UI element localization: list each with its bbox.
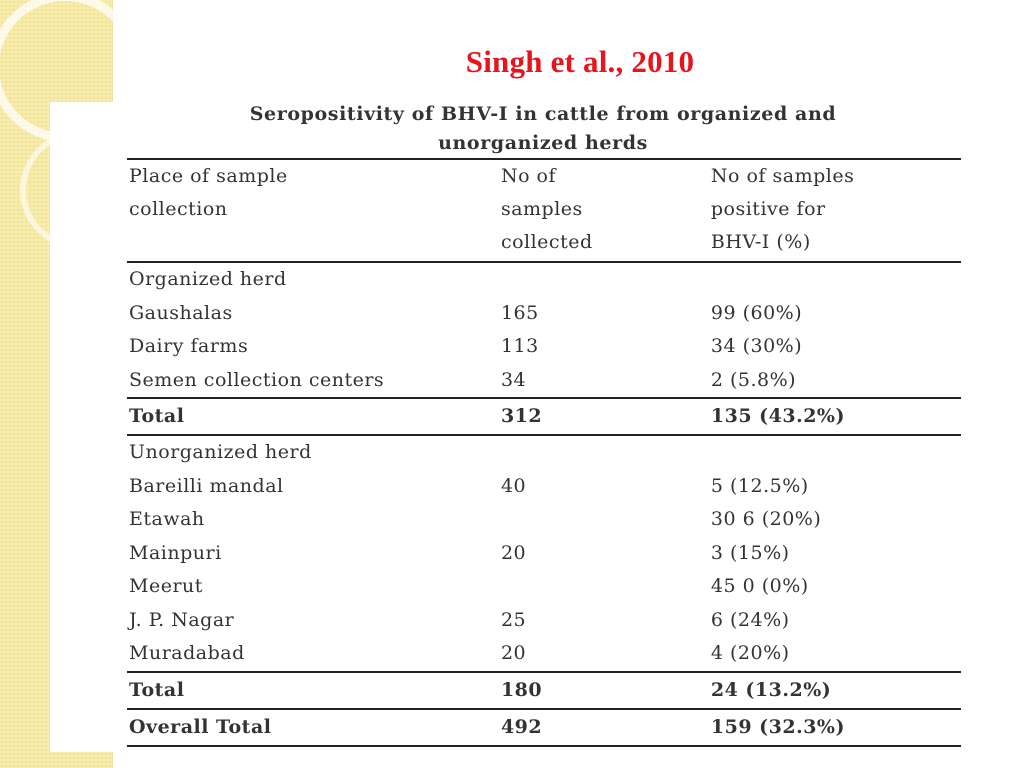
table-row: Etawah 30 6 (20%) xyxy=(127,503,961,537)
table-row: Dairy farms 113 34 (30%) xyxy=(127,330,961,364)
cell-positive: 135 (43.2%) xyxy=(710,405,845,427)
table-row: Mainpuri 20 3 (15%) xyxy=(127,537,961,571)
overall-total-row: Overall Total 492 159 (32.3%) xyxy=(127,709,961,746)
section-label-row: Organized herd xyxy=(127,262,961,297)
cell-collected: 492 xyxy=(500,715,543,738)
cell-positive: 45 0 (0%) xyxy=(710,575,809,597)
section-label-unorganized: Unorganized herd xyxy=(129,441,312,463)
cell-positive: 159 (32.3%) xyxy=(710,715,845,738)
header-samples-collected: No of samples collected xyxy=(500,165,593,253)
table-row: Muradabad 20 4 (20%) xyxy=(127,637,961,672)
total-row-organized: Total 312 135 (43.2%) xyxy=(127,398,961,435)
caption-line: Seropositivity of BHV-I in cattle from o… xyxy=(249,103,837,125)
cell-collected: 20 xyxy=(500,642,527,664)
cell-positive: 24 (13.2%) xyxy=(710,678,832,701)
cell-collected: 312 xyxy=(500,405,543,427)
cell-place: Bareilli mandal xyxy=(129,474,284,497)
cell-positive: 34 (30%) xyxy=(710,335,803,357)
table-row: J. P. Nagar 25 6 (24%) xyxy=(127,604,961,638)
cell-positive: 30 6 (20%) xyxy=(710,508,822,530)
cell-positive: 6 (24%) xyxy=(710,608,790,631)
header-place: Place of sample collection xyxy=(129,165,288,220)
cell-collected: 165 xyxy=(500,301,539,324)
header-samples-positive: No of samples positive for BHV-I (%) xyxy=(710,165,855,253)
cell-place: Total xyxy=(129,405,185,427)
cell-collected xyxy=(499,503,709,537)
table-caption: Seropositivity of BHV-I in cattle from o… xyxy=(128,100,958,158)
slide-title: Singh et al., 2010 xyxy=(465,44,695,79)
cell-place: Dairy farms xyxy=(129,335,249,357)
table-row: Semen collection centers 34 2 (5.8%) xyxy=(127,364,961,399)
cell-positive: 99 (60%) xyxy=(710,301,803,324)
cell-place: Etawah xyxy=(129,508,205,530)
cell-place: Overall Total xyxy=(129,715,272,738)
cell-place: Muradabad xyxy=(129,642,245,664)
table-row: Bareilli mandal 40 5 (12.5%) xyxy=(127,470,961,504)
cell-collected: 20 xyxy=(500,541,527,564)
caption-line: unorganized herds xyxy=(438,132,648,154)
cell-place: Total xyxy=(129,678,185,701)
cell-place: Meerut xyxy=(129,575,203,597)
cell-place: Gaushalas xyxy=(129,301,233,324)
cell-collected xyxy=(499,570,709,604)
seropositivity-table: Place of sample collection No of samples… xyxy=(127,158,961,747)
table-image-panel xyxy=(50,102,1010,752)
table-row: Meerut 45 0 (0%) xyxy=(127,570,961,604)
cell-place: Semen collection centers xyxy=(129,368,385,391)
cell-place: Mainpuri xyxy=(129,541,222,564)
cell-positive: 5 (12.5%) xyxy=(710,474,809,497)
cell-positive: 2 (5.8%) xyxy=(710,368,797,391)
cell-collected: 113 xyxy=(500,335,539,357)
cell-positive: 4 (20%) xyxy=(710,642,790,664)
cell-collected: 25 xyxy=(500,608,527,631)
total-row-unorganized: Total 180 24 (13.2%) xyxy=(127,671,961,709)
cell-collected: 34 xyxy=(500,368,527,391)
table-row: Gaushalas 165 99 (60%) xyxy=(127,297,961,331)
section-label-organized: Organized herd xyxy=(129,268,287,290)
cell-collected: 40 xyxy=(500,474,527,497)
cell-place: J. P. Nagar xyxy=(129,608,235,631)
cell-positive: 3 (15%) xyxy=(710,541,790,564)
table-header-row: Place of sample collection No of samples… xyxy=(127,159,961,262)
section-label-row: Unorganized herd xyxy=(127,435,961,470)
cell-collected: 180 xyxy=(500,678,543,701)
